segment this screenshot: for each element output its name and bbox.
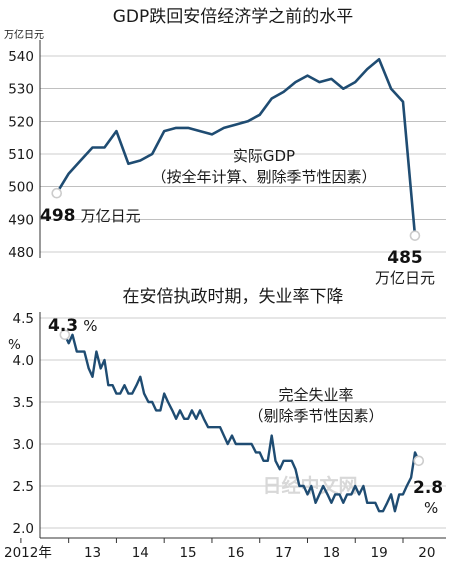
- gdp-end-value: 485: [387, 248, 423, 268]
- u-y-tick-label: 2.0: [13, 521, 34, 537]
- unemployment-end-value: 2.8: [413, 478, 443, 498]
- gdp-y-tick-label: 530: [8, 82, 34, 98]
- gdp-series-label: 实际GDP: [233, 147, 295, 165]
- unemployment-x-tick-labels: 2012年 13 14 15 16 17 18 19 20: [4, 538, 435, 561]
- u-data-point: [59, 329, 71, 341]
- gdp-data-point: [409, 230, 421, 241]
- x-tick-label: 19: [371, 545, 388, 561]
- gdp-y-tick-label: 520: [8, 114, 34, 130]
- unemployment-y-tick-labels: 2.0 2.5 3.0 3.5 4.0 4.5: [13, 311, 34, 537]
- gdp-data-point: [51, 187, 63, 199]
- watermark-text: 日经中文网: [262, 474, 357, 497]
- unemployment-end-unit: %: [424, 499, 438, 517]
- gdp-data-points: [51, 59, 421, 241]
- u-y-tick-label: 3.0: [13, 437, 34, 453]
- gdp-y-axis-unit: 万亿日元: [4, 28, 44, 41]
- unemployment-series-label: 完全失业率: [278, 386, 353, 404]
- x-tick-label: 20: [418, 545, 435, 561]
- gdp-start-unit: 万亿日元: [81, 207, 141, 225]
- u-y-tick-label: 3.5: [13, 395, 34, 411]
- x-tick-label: 18: [323, 545, 340, 561]
- gdp-y-tick-label: 540: [8, 49, 34, 65]
- unemployment-data-points: [59, 329, 425, 512]
- x-tick-label: 15: [179, 545, 196, 561]
- gdp-start-value: 498: [40, 206, 76, 226]
- x-tick-label: 14: [132, 545, 149, 561]
- unemployment-chart-title: 在安倍执政时期，失业率下降: [123, 287, 344, 307]
- gdp-y-tick-label: 510: [8, 147, 34, 163]
- u-y-tick-label: 4.0: [13, 353, 34, 369]
- u-data-point: [413, 455, 425, 467]
- u-y-tick-label: 2.5: [13, 479, 34, 495]
- gdp-series-note: （按全年计算、剔除季节性因素）: [151, 168, 376, 186]
- unemployment-series-note: （剔除季节性因素）: [248, 407, 383, 425]
- gdp-end-unit: 万亿日元: [375, 269, 435, 287]
- gdp-y-tick-labels: 480 490 500 510 520 530 540: [8, 49, 34, 261]
- unemployment-start-annotation: 4.3 %: [48, 316, 97, 336]
- unemployment-series-line: [63, 333, 420, 513]
- x-tick-label: 17: [275, 545, 292, 561]
- x-tick-label: 2012年: [4, 545, 52, 561]
- u-y-tick-label: 4.5: [13, 311, 34, 327]
- gdp-start-annotation: 498 万亿日元: [40, 206, 141, 226]
- gdp-series-line: [55, 58, 417, 236]
- gdp-chart-title: GDP跌回安倍经济学之前的水平: [113, 7, 354, 27]
- unemployment-start-unit: %: [83, 317, 97, 335]
- x-tick-label: 13: [84, 545, 101, 561]
- gdp-y-tick-label: 490: [8, 212, 34, 228]
- unemployment-start-value: 4.3: [48, 316, 78, 336]
- unemployment-y-axis-unit: %: [8, 337, 21, 353]
- gdp-y-tick-label: 500: [8, 180, 34, 196]
- x-tick-label: 16: [227, 545, 244, 561]
- unemployment-gridlines: [40, 317, 446, 529]
- gdp-y-tick-label: 480: [8, 245, 34, 261]
